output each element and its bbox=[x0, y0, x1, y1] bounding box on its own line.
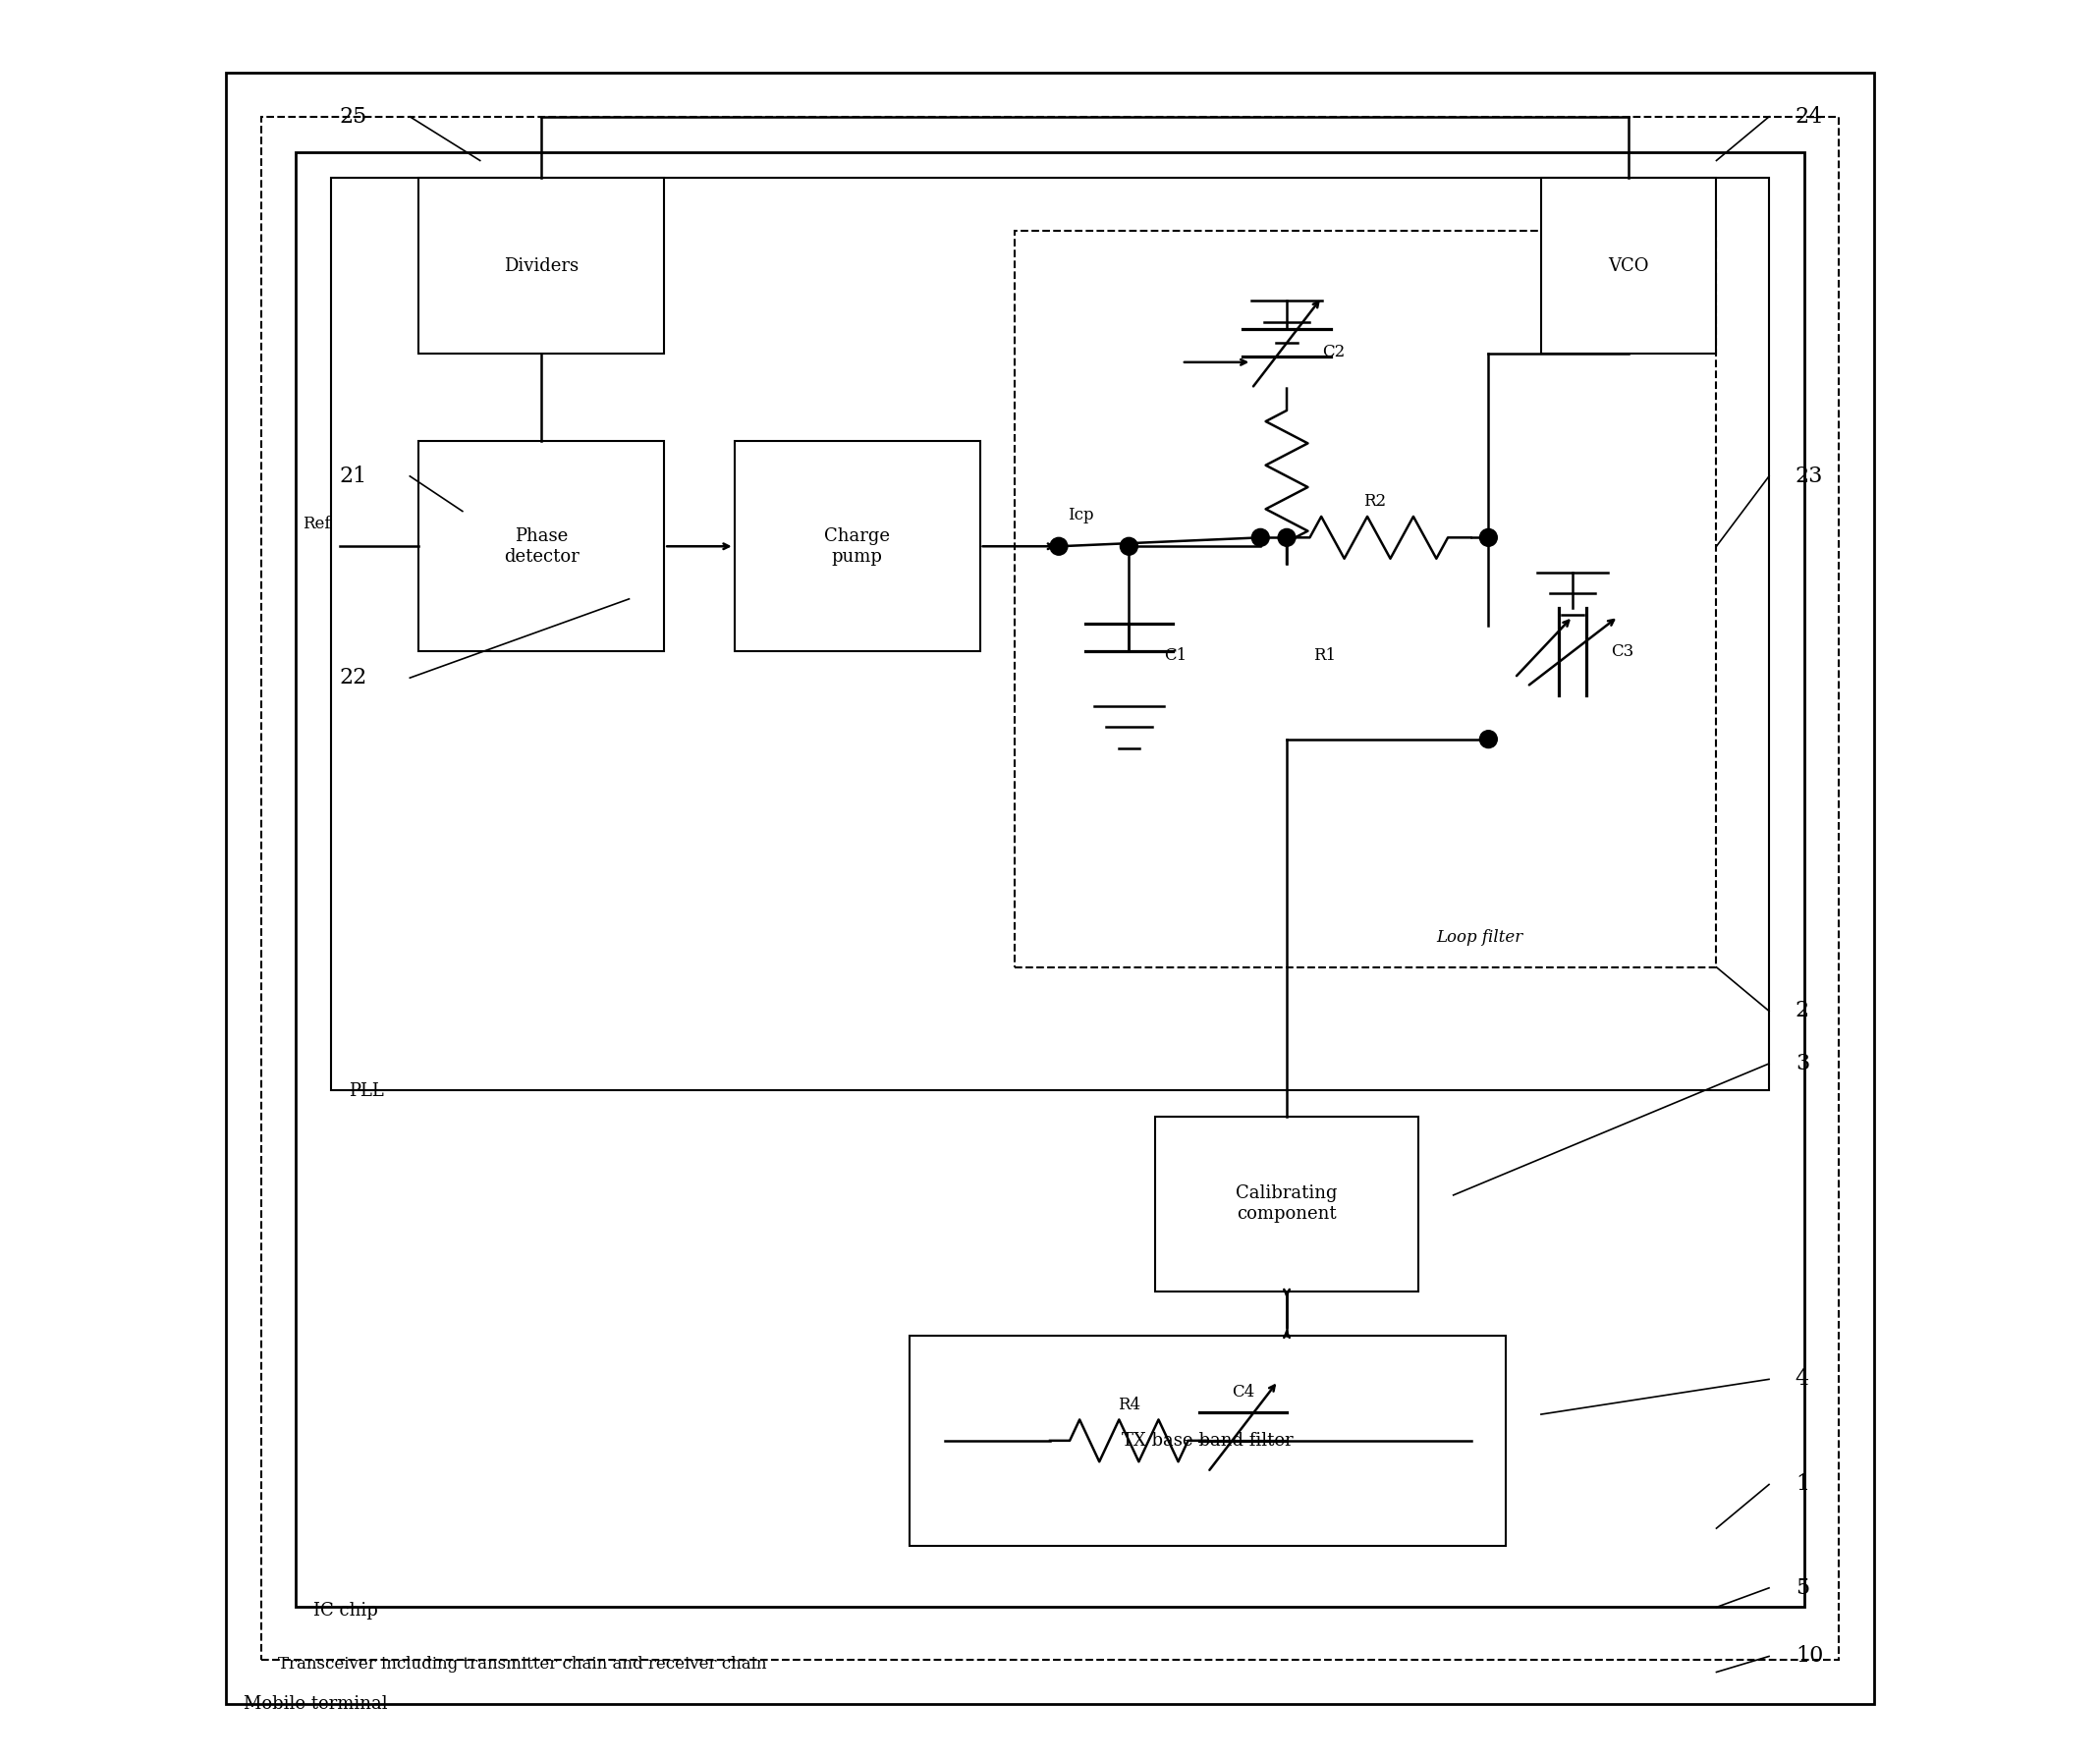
Bar bbox=[909, 1335, 1506, 1546]
Circle shape bbox=[1050, 538, 1067, 556]
Circle shape bbox=[1480, 529, 1497, 547]
Text: C1: C1 bbox=[1163, 647, 1186, 665]
Text: IC chip: IC chip bbox=[313, 1602, 378, 1620]
Text: Calibrating
component: Calibrating component bbox=[1237, 1186, 1338, 1223]
Text: 21: 21 bbox=[340, 466, 367, 487]
Text: TX base-band filter: TX base-band filter bbox=[1121, 1432, 1294, 1449]
Text: 23: 23 bbox=[1796, 466, 1823, 487]
Text: Transceiver including transmitter chain and receiver chain: Transceiver including transmitter chain … bbox=[279, 1655, 766, 1673]
Bar bbox=[332, 178, 1768, 1091]
Text: PLL: PLL bbox=[349, 1084, 384, 1101]
Bar bbox=[418, 442, 664, 651]
Text: 2: 2 bbox=[1796, 1001, 1810, 1022]
Text: 25: 25 bbox=[340, 106, 367, 127]
Text: C4: C4 bbox=[1231, 1384, 1254, 1400]
Bar bbox=[735, 442, 981, 651]
Text: C2: C2 bbox=[1321, 345, 1344, 361]
Text: Charge
pump: Charge pump bbox=[823, 528, 890, 565]
Text: Phase
detector: Phase detector bbox=[504, 528, 580, 565]
Text: 4: 4 bbox=[1796, 1369, 1810, 1390]
Bar bbox=[1014, 230, 1716, 967]
Text: 22: 22 bbox=[340, 667, 367, 688]
Bar bbox=[418, 178, 664, 354]
Circle shape bbox=[1279, 529, 1296, 547]
Text: Dividers: Dividers bbox=[504, 257, 580, 274]
Text: R2: R2 bbox=[1363, 493, 1386, 510]
Circle shape bbox=[1252, 529, 1268, 547]
Text: Ref: Ref bbox=[302, 515, 332, 533]
Text: 24: 24 bbox=[1796, 106, 1823, 127]
Text: 3: 3 bbox=[1796, 1054, 1810, 1075]
Text: 1: 1 bbox=[1796, 1474, 1810, 1495]
Text: VCO: VCO bbox=[1609, 257, 1648, 274]
Text: Mobile terminal: Mobile terminal bbox=[244, 1694, 386, 1713]
Circle shape bbox=[1480, 730, 1497, 748]
Text: Icp: Icp bbox=[1067, 507, 1094, 524]
Text: 10: 10 bbox=[1796, 1645, 1823, 1668]
Bar bbox=[1155, 1117, 1418, 1291]
Text: R4: R4 bbox=[1117, 1397, 1140, 1412]
Bar bbox=[260, 116, 1840, 1660]
Text: 5: 5 bbox=[1796, 1578, 1810, 1599]
Circle shape bbox=[1119, 538, 1138, 556]
Text: Loop filter: Loop filter bbox=[1436, 929, 1522, 946]
Text: C3: C3 bbox=[1611, 644, 1634, 660]
Text: R1: R1 bbox=[1312, 647, 1336, 665]
Bar bbox=[1541, 178, 1716, 354]
Bar bbox=[296, 151, 1804, 1608]
